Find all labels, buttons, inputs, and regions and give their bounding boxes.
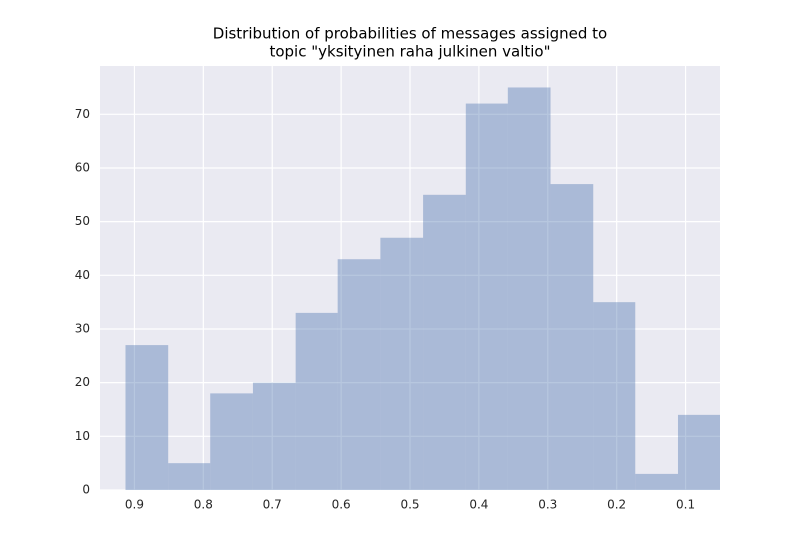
x-tick-label: 0.5 <box>400 498 419 512</box>
x-tick-label: 0.6 <box>332 498 351 512</box>
bar <box>593 302 636 490</box>
bar <box>380 237 424 490</box>
y-tick-label: 70 <box>75 107 90 121</box>
bar <box>125 345 169 490</box>
bar <box>550 184 594 491</box>
y-tick-label: 50 <box>75 214 90 228</box>
chart-title: topic "yksityinen raha julkinen valtio" <box>269 43 550 61</box>
bar <box>465 103 508 491</box>
y-tick-label: 60 <box>75 160 90 174</box>
x-tick-label: 0.8 <box>194 498 213 512</box>
x-tick-label: 0.7 <box>263 498 282 512</box>
y-tick-label: 40 <box>75 268 90 282</box>
y-tick-label: 20 <box>75 375 90 389</box>
x-tick-label: 0.3 <box>538 498 557 512</box>
bar <box>635 473 678 490</box>
x-tick-label: 0.9 <box>125 498 144 512</box>
bar <box>677 414 720 490</box>
y-tick-label: 10 <box>75 429 90 443</box>
bar <box>423 194 466 490</box>
x-tick-label: 0.1 <box>676 498 695 512</box>
bar <box>252 382 296 490</box>
y-tick-label: 0 <box>82 483 90 497</box>
x-tick-label: 0.2 <box>607 498 626 512</box>
bar <box>295 312 338 490</box>
bar <box>337 259 381 490</box>
chart-title: Distribution of probabilities of message… <box>213 25 607 43</box>
y-tick-label: 30 <box>75 321 90 335</box>
bar <box>168 463 211 490</box>
x-tick-label: 0.4 <box>469 498 488 512</box>
bar <box>210 393 253 490</box>
bar <box>507 87 551 490</box>
